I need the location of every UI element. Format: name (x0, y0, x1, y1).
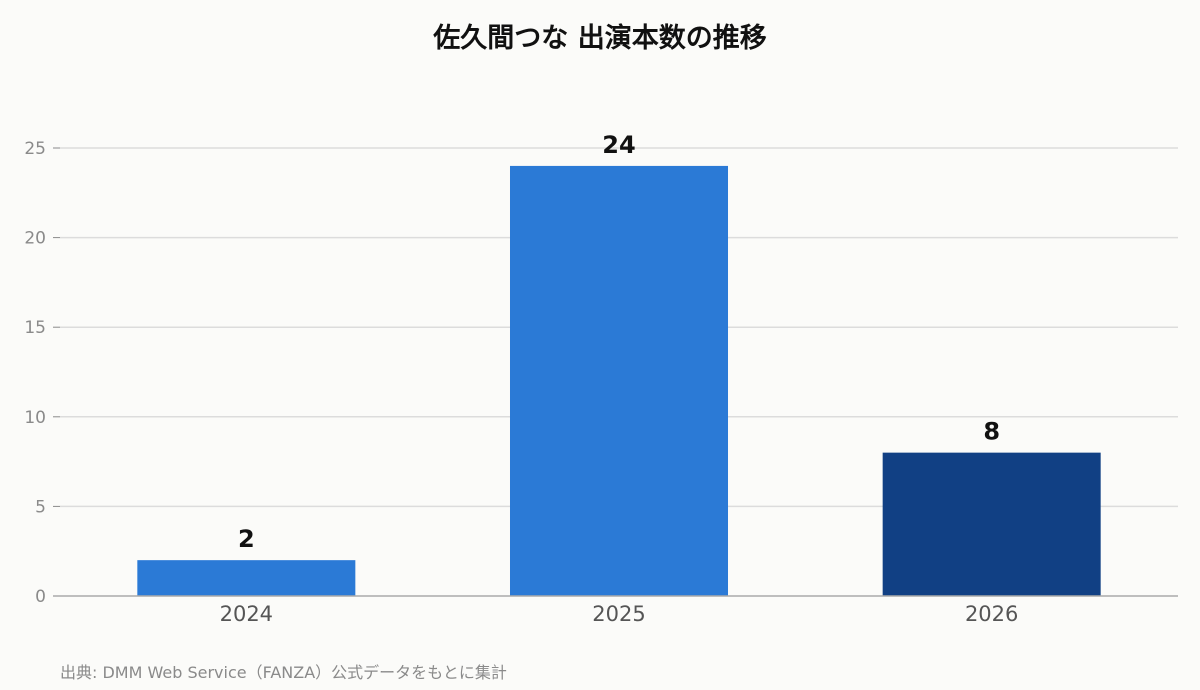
y-tick-label: 10 (24, 408, 46, 428)
y-tick-label: 5 (35, 497, 46, 517)
bar (882, 452, 1101, 596)
y-tick-label: 0 (35, 587, 46, 607)
y-tick-label: 25 (24, 139, 46, 159)
data-label: 8 (983, 418, 1000, 446)
data-label: 2 (238, 525, 255, 553)
bar (137, 560, 356, 596)
y-tick-label: 15 (24, 318, 46, 338)
data-label: 24 (602, 131, 635, 159)
bar (509, 165, 729, 597)
x-tick-label: 2024 (220, 602, 273, 626)
chart-title: 佐久間つな 出演本数の推移 (433, 23, 767, 54)
x-tick-label: 2026 (965, 602, 1018, 626)
x-tick-label: 2025 (592, 602, 645, 626)
y-tick-label: 20 (24, 229, 46, 249)
source-note: 出典: DMM Web Service（FANZA）公式データをもとに集計 (60, 663, 507, 682)
